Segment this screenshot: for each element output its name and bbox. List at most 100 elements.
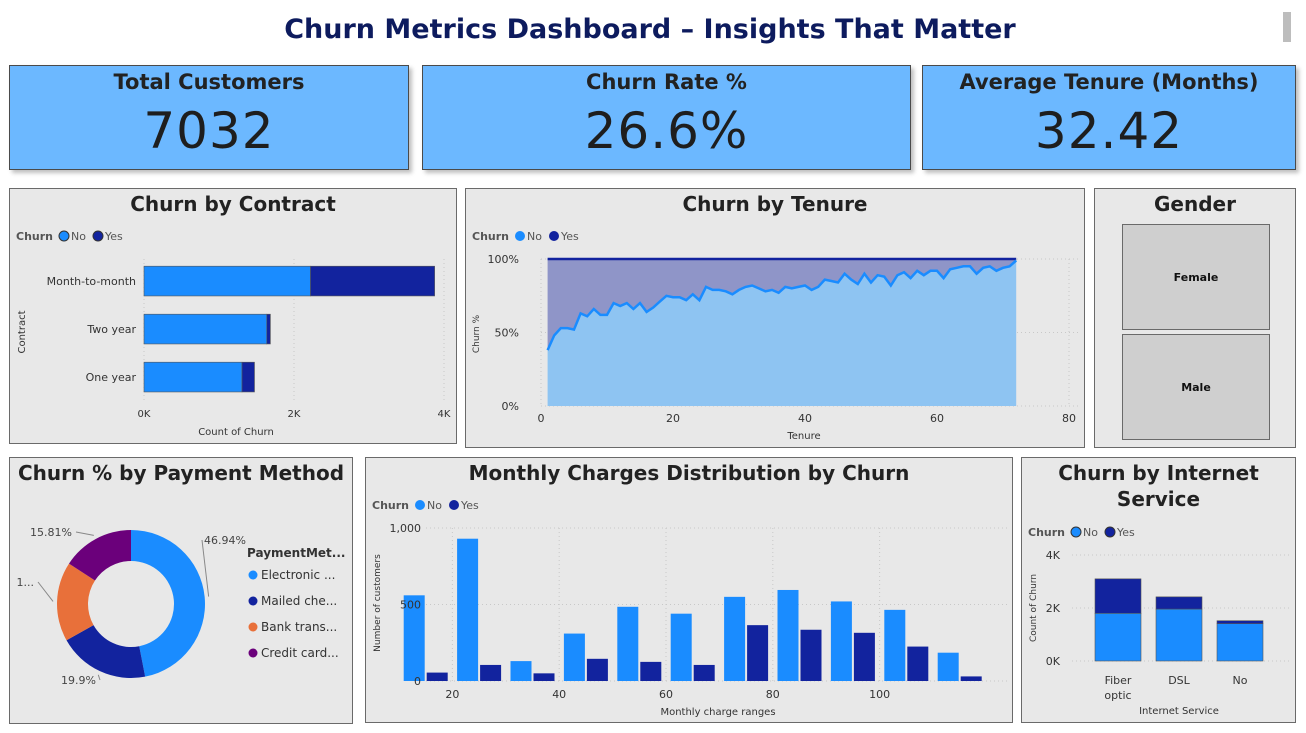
slice-label: 15.81%	[30, 526, 72, 539]
gender-female-tile[interactable]: Female	[1122, 224, 1270, 330]
category-label: Two year	[86, 323, 136, 336]
legend-marker	[248, 570, 258, 580]
y-axis-title: Contract	[17, 310, 28, 353]
bar-no	[457, 538, 479, 681]
panel-title: Churn by Contract	[130, 192, 336, 216]
monthly-chart: Churn No Yes Number of customers 1,000 50…	[372, 499, 1008, 718]
x-tick-label: 0	[538, 412, 545, 425]
legend-no-label: No	[527, 230, 542, 243]
bar-yes	[1094, 578, 1142, 614]
legend-yes-label: Yes	[560, 230, 579, 243]
category-label: DSL	[1168, 674, 1190, 687]
legend-no-marker	[415, 500, 425, 510]
scroll-handle[interactable]	[1283, 12, 1291, 42]
bar-yes	[747, 625, 769, 681]
legend-yes-marker	[549, 231, 559, 241]
legend-marker	[248, 622, 258, 632]
gender-panel[interactable]: Gender Female Male	[1094, 188, 1296, 448]
kpi-label: Churn Rate %	[586, 70, 747, 94]
bar-yes	[480, 664, 502, 681]
bar-no	[1155, 608, 1203, 662]
leader-line	[37, 581, 54, 602]
slice-label: 19.9%	[61, 674, 96, 687]
legend-title: Churn	[1028, 526, 1065, 539]
y-tick-label: 1,000	[390, 522, 422, 535]
bar-yes	[533, 673, 555, 681]
bar-yes	[853, 632, 875, 681]
x-axis-title: Internet Service	[1139, 706, 1219, 717]
kpi-value: 26.6%	[584, 102, 749, 160]
payment-chart: 46.94% 19.9% 1... 15.81% PaymentMet... Elec…	[17, 526, 346, 687]
legend-yes-label: Yes	[1116, 526, 1135, 539]
bar-yes	[693, 664, 715, 681]
gender-male-tile[interactable]: Male	[1122, 334, 1270, 440]
legend-title: PaymentMet...	[247, 546, 345, 560]
panel-title: Gender	[1154, 192, 1236, 216]
x-tick-label: 20	[666, 412, 680, 425]
bar-yes	[310, 265, 435, 297]
kpi-label: Average Tenure (Months)	[959, 70, 1259, 94]
donut-slice	[68, 530, 131, 581]
legend-yes-marker	[449, 500, 459, 510]
legend-no-marker	[58, 230, 70, 242]
x-axis-title: Count of Churn	[198, 427, 274, 438]
panel-title: Churn by Internet Service	[1058, 461, 1259, 511]
bar-no	[777, 589, 799, 681]
bar-yes	[640, 661, 662, 681]
kpi-value: 7032	[143, 102, 275, 160]
legend-label: Mailed che...	[261, 594, 337, 608]
y-tick-label: 500	[400, 599, 421, 612]
legend-marker	[248, 596, 258, 606]
legend-no-label: No	[427, 499, 442, 512]
legend-no-marker	[515, 231, 525, 241]
legend-yes-label: Yes	[104, 230, 123, 243]
legend-label: Electronic ...	[261, 568, 335, 582]
panel-title: Monthly Charges Distribution by Churn	[468, 461, 910, 485]
category-label: One year	[86, 371, 137, 384]
bar-no	[617, 606, 639, 681]
bar-no	[1216, 623, 1264, 662]
bar-yes	[960, 676, 982, 681]
monthly-panel[interactable]: Monthly Charges Distribution by Churn Ch…	[365, 457, 1013, 723]
x-axis-title: Tenure	[786, 431, 820, 442]
category-label: Fiber optic	[1104, 674, 1131, 702]
bar-no	[563, 633, 585, 681]
y-tick-label: 0%	[502, 400, 519, 413]
kpi-churn-rate: Churn Rate % 26.6%	[422, 65, 911, 170]
x-tick-label: 0K	[138, 409, 151, 420]
slice-label: 1...	[17, 576, 35, 589]
y-tick-label: 50%	[495, 327, 519, 340]
internet-chart: Churn No Yes Count of Churn 4K 2K 0K Fiber o…	[1028, 526, 1290, 717]
bar-no	[143, 361, 243, 393]
kpi-average-tenure: Average Tenure (Months) 32.42	[922, 65, 1296, 170]
y-tick-label: 100%	[488, 253, 519, 266]
bar-no	[143, 313, 268, 345]
bar-no	[830, 601, 852, 681]
x-axis-title: Monthly charge ranges	[660, 707, 775, 718]
slice-label: 46.94%	[204, 534, 246, 547]
bar-no	[1094, 613, 1142, 662]
legend-label: Credit card...	[261, 646, 339, 660]
y-tick-label: 4K	[1046, 549, 1061, 562]
bar-yes	[1216, 620, 1264, 624]
x-tick-label: 4K	[438, 409, 451, 420]
legend-title: Churn	[472, 230, 509, 243]
bar-no	[884, 609, 906, 681]
legend-no-label: No	[71, 230, 86, 243]
donut-slice	[131, 530, 206, 677]
legend-title: Churn	[16, 230, 53, 243]
leader-line	[75, 531, 94, 536]
legend-yes-marker	[92, 230, 104, 242]
contract-panel[interactable]: Churn by Contract Churn No Yes Contract …	[9, 188, 457, 444]
category-label: No	[1233, 674, 1248, 687]
tenure-panel[interactable]: Churn by Tenure Churn No Yes Churn % 100…	[465, 188, 1085, 448]
kpi-total-customers: Total Customers 7032	[9, 65, 409, 170]
panel-title: Churn by Tenure	[682, 192, 868, 216]
bar-no	[143, 265, 311, 297]
kpi-label: Total Customers	[113, 70, 305, 94]
internet-panel[interactable]: Churn by Internet Service Churn No Yes C…	[1021, 457, 1296, 723]
x-tick-label: 20	[445, 688, 459, 701]
y-tick-label: 0	[414, 675, 421, 688]
x-tick-label: 60	[930, 412, 944, 425]
payment-panel[interactable]: Churn % by Payment Method 46.94% 19.9% 1..…	[9, 457, 353, 724]
